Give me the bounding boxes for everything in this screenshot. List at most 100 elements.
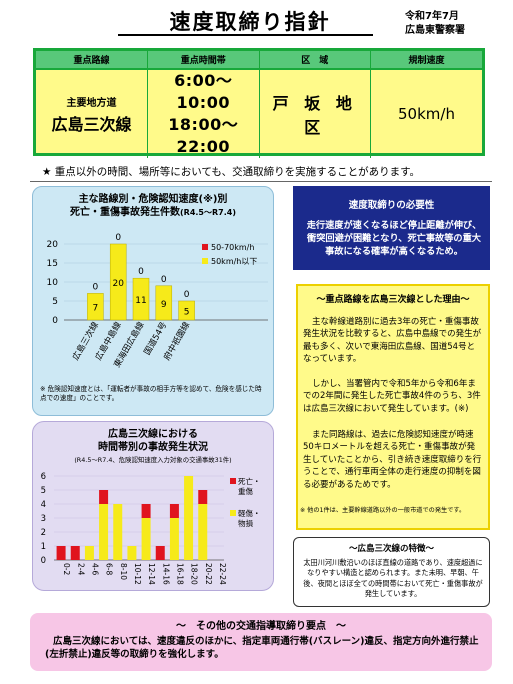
time-chart-panel [32, 421, 274, 591]
page-title: 速度取締り指針 [169, 10, 331, 34]
category-label: 22-24 [218, 563, 227, 585]
necessity-body: 走行速度が速くなるほど停止距離が伸び、衝突回避が困難となり、死亡事故等の重大事故… [306, 220, 482, 257]
features-panel [293, 537, 490, 607]
y-tick-label: 5 [41, 486, 46, 496]
title-underline [118, 34, 373, 36]
time-bar-chart: 0 1 2 3 4 5 6 0-2 2-4 4-6 6-8 8-10 10-12 12-14 14-16 16… [41, 472, 261, 585]
bar-minor [198, 504, 208, 560]
bar [87, 293, 104, 321]
time-chart-title-line1: 広島三次線における [108, 429, 198, 440]
bar-value-label: 20 [112, 279, 124, 289]
top-value-label: 0 [138, 267, 144, 277]
top-value-label: 0 [161, 275, 167, 285]
category-label: 6-8 [105, 563, 114, 575]
y-tick-label: 3 [41, 514, 46, 524]
route-chart-title: 主な路線別・危険認知速度(※)別 死亡・重傷事故発生件数(R4.5～R7.4) [32, 193, 274, 219]
y-tick-label: 5 [52, 297, 58, 307]
y-tick-label: 2 [41, 528, 46, 538]
category-label: 4-6 [90, 563, 99, 575]
route-chart-period: (R4.5～R7.4) [180, 208, 236, 217]
bar [109, 243, 127, 321]
necessity-panel [293, 186, 490, 270]
legend-swatch [202, 244, 208, 250]
bar-severe [155, 546, 165, 560]
other-points-panel [30, 613, 492, 671]
bar-minor [184, 476, 194, 560]
route-bar-chart: 0510152070広島三次線200広島中島線110東海田広島線90国道54号5… [47, 233, 268, 370]
route-chart-title-text: 死亡・重傷事故発生件数 [70, 207, 180, 218]
legend-swatch [230, 478, 236, 484]
issue-date: 令和7年7月 [405, 11, 459, 22]
time-chart-subtitle: (R4.5～R7.4、危険認知速度入力対象の交通事故31件) [74, 456, 232, 464]
priority-table: 重点路線 重点時間帯 区 域 規制速度 主要地方道 広島三次線 6:00～10:… [33, 48, 485, 158]
area: 戸 坂 地 区 [272, 94, 357, 137]
bar-minor [141, 518, 151, 560]
category-label: 14-16 [161, 563, 170, 585]
y-tick-label: 4 [41, 500, 46, 510]
route-sub: 主要地方道 [66, 97, 117, 109]
bar-value-label: 7 [93, 304, 99, 314]
area-cell: 戸 坂 地 区 [259, 69, 371, 158]
reason-paragraph-2: しかし、当署管内で令和5年から令和6年までの2年間に発生した死亡事故4件のうち、… [303, 379, 481, 414]
divider [30, 181, 492, 182]
bar-minor [127, 546, 137, 560]
route-main: 広島三次線 [51, 114, 132, 134]
header-area: 区 域 [259, 51, 371, 70]
legend-label: 50-70km/h [211, 243, 254, 252]
reason-footnote: ※ 他の1件は、主要幹線道路以外の一般市道での発生です。 [300, 507, 466, 514]
y-tick-label: 10 [47, 278, 59, 288]
category-label: 8-10 [119, 563, 128, 580]
bar-minor [84, 546, 94, 560]
bar-value-label: 11 [135, 296, 146, 306]
y-tick-label: 6 [41, 472, 46, 482]
header-time: 重点時間帯 [147, 51, 260, 70]
bar-severe [70, 546, 80, 560]
features-title: ～広島三次線の特徴～ [348, 544, 434, 554]
legend-swatch [230, 510, 236, 516]
top-value-label: 0 [93, 282, 99, 292]
bar-minor [113, 504, 123, 560]
top-value-label: 0 [115, 233, 121, 243]
bar-severe [169, 504, 179, 518]
reason-panel [296, 284, 490, 530]
bar-severe [198, 490, 208, 504]
necessity-title: 速度取締りの必要性 [348, 200, 435, 211]
category-label: 18-20 [190, 563, 199, 585]
category-label: 12-14 [147, 563, 156, 585]
bar-severe [99, 490, 109, 504]
bar [178, 300, 195, 321]
issuer: 広島東警察署 [405, 25, 465, 36]
category-label: 2-4 [76, 563, 85, 575]
bar-value-label: 5 [184, 308, 190, 318]
category-label: 10-12 [133, 563, 142, 585]
route-chart-title-line2: 死亡・重傷事故発生件数(R4.5～R7.4) [32, 206, 274, 219]
header-route: 重点路線 [36, 51, 148, 70]
legend-label: 物損 [238, 518, 253, 528]
bar-severe [141, 504, 151, 518]
bar-value-label: 9 [161, 300, 167, 310]
legend-label: 死亡・ [238, 476, 261, 486]
other-points-body: 広島三次線においては、速度違反のほかに、指定車両通行帯(バスレーン)違反、指定方… [45, 636, 479, 660]
bar-minor [99, 504, 109, 560]
y-tick-label: 0 [52, 316, 58, 326]
y-tick-label: 20 [47, 240, 59, 250]
speed-cell: 50km/h [371, 69, 483, 158]
features-body: 太田川河川敷沿いのほぼ直線の道路であり、速度超過になりやすい構造と認められます。… [303, 558, 483, 599]
category-label: 16-18 [175, 563, 184, 585]
legend-label: 軽傷・ [238, 508, 261, 518]
reason-paragraph-1: 主な幹線道路別に過去3年の死亡・重傷事故発生状況を比較すると、広島中島線での発生… [303, 317, 482, 365]
legend-label: 重傷 [238, 486, 253, 496]
legend-swatch [202, 258, 208, 264]
enforcement-note: ★ 重点以外の時間、場所等においても、交通取締りを実施することがあります。 [42, 166, 421, 178]
bar [132, 277, 150, 321]
route-chart-note: ※ 危険認知速度とは、「運転者が事故の相手方等を認めて、危険を感じた時点での速度… [40, 385, 262, 402]
speed-limit: 50km/h [398, 105, 455, 123]
category-label: 20-22 [204, 563, 213, 585]
reason-paragraph-3: また同路線は、過去に危険認知速度が時速50キロメートルを超える死亡・重傷事故が発… [303, 430, 482, 490]
route-cell: 主要地方道 広島三次線 [36, 69, 148, 158]
time-2: 18:00～22:00 [168, 115, 239, 156]
bar-minor [169, 518, 179, 560]
category-label: 0-2 [62, 563, 71, 575]
time-chart-title-line2: 時間帯別の事故発生状況 [98, 442, 208, 453]
time-1: 6:00～10:00 [174, 71, 233, 112]
